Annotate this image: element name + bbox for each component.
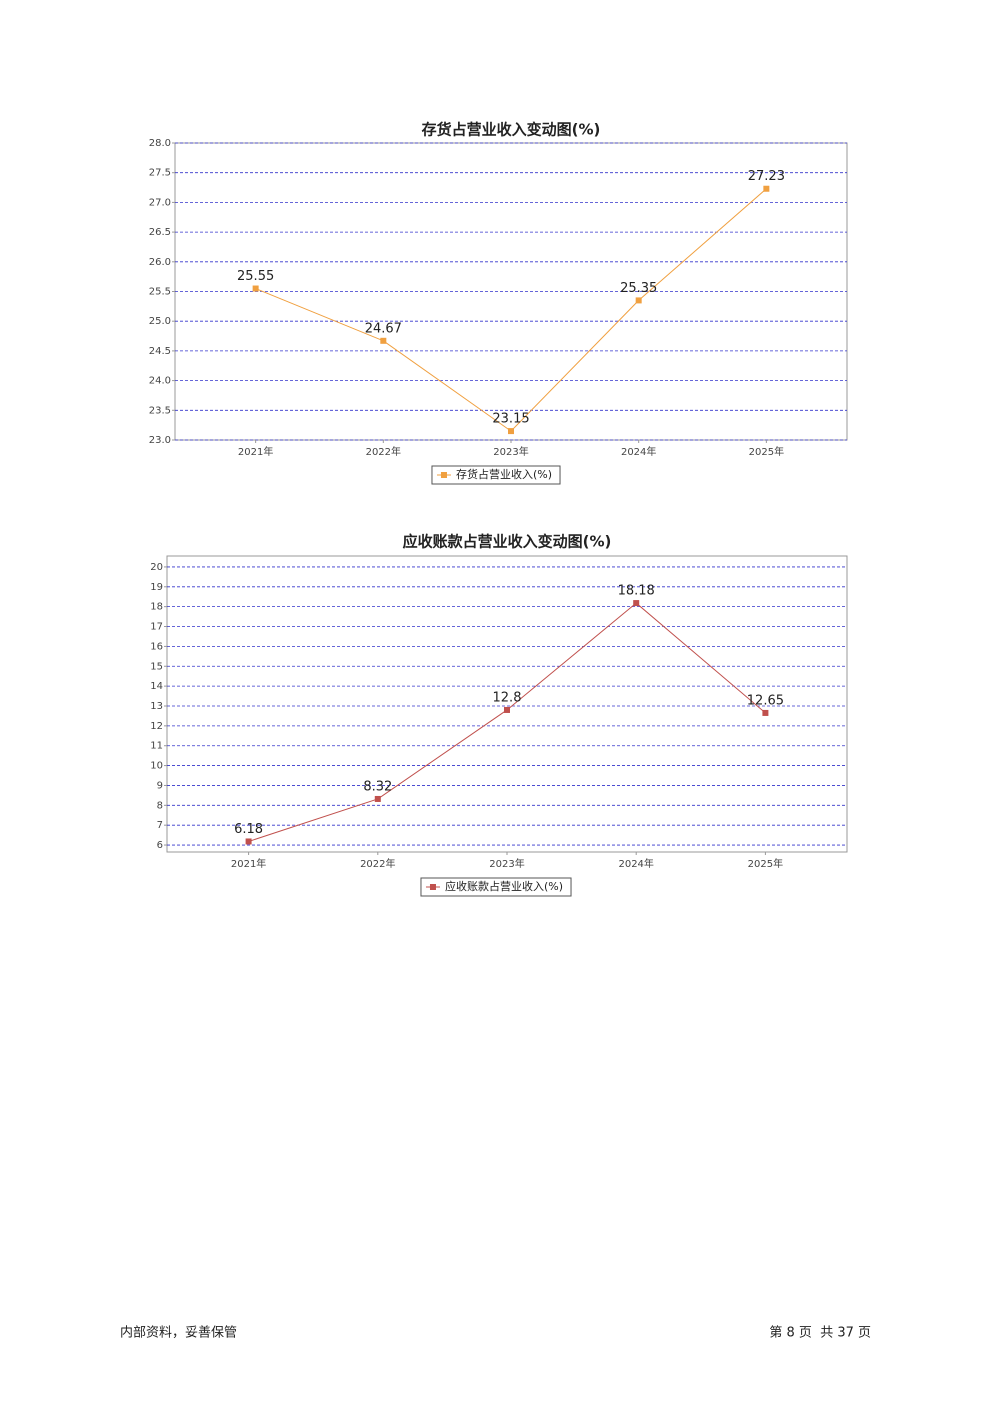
y-tick-label: 19	[150, 582, 163, 593]
legend-box	[420, 877, 572, 897]
y-tick-label: 26.5	[149, 227, 171, 238]
y-tick-label: 15	[150, 661, 163, 672]
legend-label: 应收账款占营业收入(%)	[445, 879, 563, 893]
footer-left: 内部资料，妥善保管	[120, 1325, 237, 1341]
x-tick-label: 2025年	[749, 445, 784, 458]
legend-label: 存货占营业收入(%)	[456, 467, 552, 481]
y-tick-label: 16	[150, 641, 163, 652]
y-tick-label: 27.5	[149, 168, 171, 179]
point-marker	[504, 706, 510, 713]
y-tick-label: 26.0	[149, 257, 171, 268]
x-tick-label: 2023年	[493, 445, 528, 458]
y-tick-label: 8	[157, 800, 163, 811]
data-label: 6.18	[234, 822, 263, 837]
data-label: 27.23	[748, 169, 785, 184]
y-tick-label: 23.0	[149, 435, 171, 446]
point-marker	[635, 297, 642, 304]
y-tick-label: 27.0	[149, 197, 171, 208]
y-tick-label: 7	[157, 820, 163, 831]
y-tick-label: 24.0	[149, 376, 171, 387]
chart-title: 存货占营业收入变动图(%)	[422, 121, 601, 139]
data-label: 8.32	[363, 779, 392, 794]
y-tick-label: 25.0	[149, 316, 171, 327]
x-tick-label: 2021年	[238, 445, 273, 458]
point-marker	[374, 795, 381, 802]
chart-title: 应收账款占营业收入变动图(%)	[403, 533, 612, 551]
y-tick-label: 20	[150, 562, 163, 573]
legend: 存货占营业收入(%)	[431, 465, 561, 485]
x-tick-label: 2024年	[621, 445, 656, 458]
data-label: 24.67	[365, 321, 402, 336]
point-marker	[380, 337, 387, 344]
legend-box	[431, 465, 561, 485]
y-tick-label: 12	[150, 721, 163, 732]
y-tick-label: 9	[157, 780, 163, 791]
x-tick-label: 2022年	[366, 445, 401, 458]
point-marker	[762, 709, 769, 716]
y-tick-label: 24.5	[149, 346, 171, 357]
x-tick-label: 2021年	[231, 857, 266, 870]
y-tick-label: 10	[150, 761, 163, 772]
y-tick-label: 18	[150, 602, 163, 613]
legend: 应收账款占营业收入(%)	[420, 877, 572, 897]
point-marker	[508, 428, 514, 435]
data-label: 25.55	[237, 269, 274, 284]
legend-marker	[440, 472, 447, 478]
legend-marker	[429, 884, 436, 890]
x-tick-label: 2023年	[489, 857, 524, 870]
data-label: 18.18	[618, 584, 655, 599]
point-marker	[245, 838, 252, 845]
y-tick-label: 13	[150, 701, 163, 712]
x-tick-label: 2022年	[360, 857, 395, 870]
x-tick-label: 2025年	[748, 857, 783, 870]
data-label: 25.35	[620, 281, 657, 296]
y-tick-label: 14	[150, 681, 163, 692]
y-tick-label: 17	[150, 622, 163, 633]
y-tick-label: 6	[157, 840, 163, 851]
point-marker	[763, 185, 770, 192]
y-tick-label: 23.5	[149, 405, 171, 416]
point-marker	[633, 600, 640, 607]
data-label: 12.65	[747, 693, 784, 708]
y-tick-label: 28.0	[149, 138, 171, 149]
y-tick-label: 25.5	[149, 287, 171, 298]
data-label: 12.8	[493, 690, 522, 705]
footer-right: 第 8 页 共 37 页	[769, 1326, 871, 1341]
point-marker	[252, 285, 259, 292]
data-label: 23.15	[492, 412, 529, 427]
y-tick-label: 11	[150, 741, 163, 752]
x-tick-label: 2024年	[618, 857, 653, 870]
